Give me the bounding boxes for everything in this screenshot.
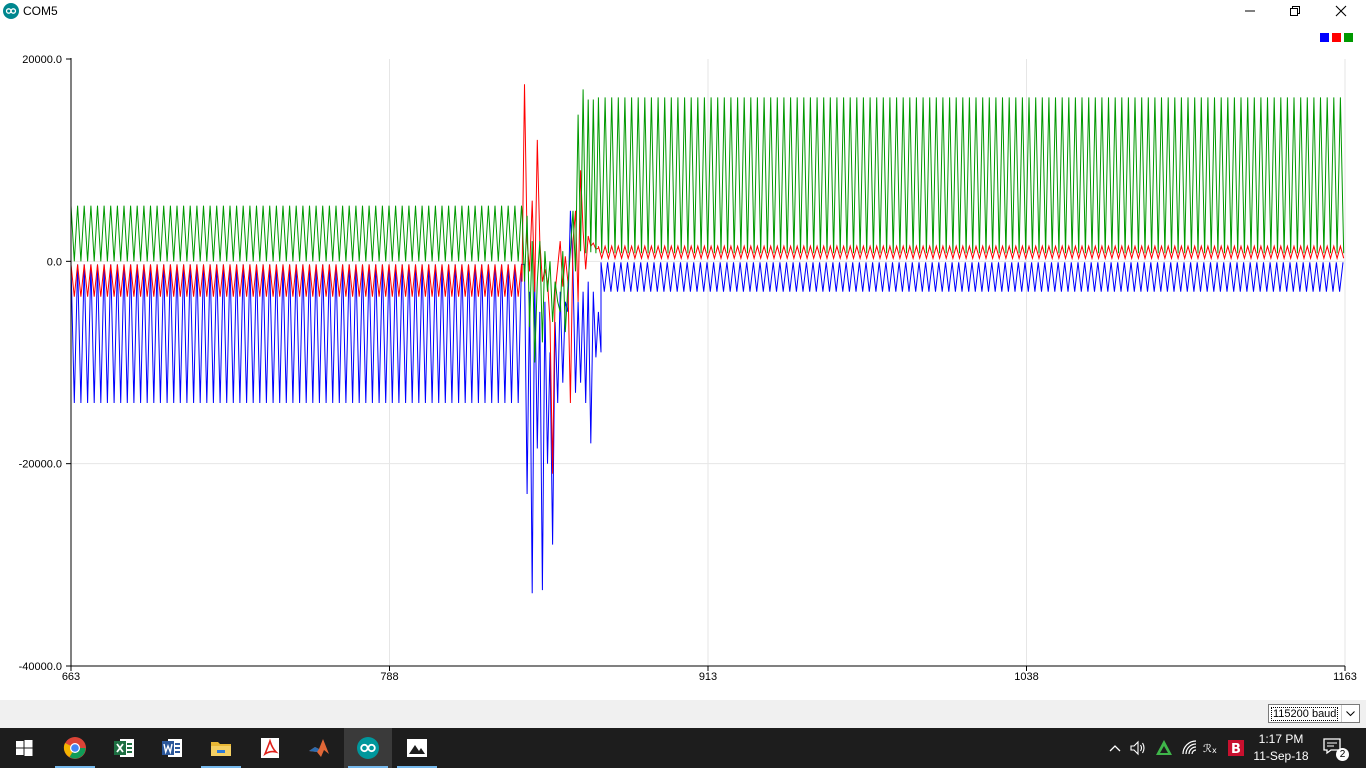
y-tick-label: 20000.0 [22,54,62,66]
series-line [70,89,1345,363]
taskbar-app-word[interactable] [148,728,196,768]
arduino-icon [357,737,379,759]
excel-icon [114,739,134,757]
chevron-down-icon [1341,705,1359,722]
x-tick-label: 788 [380,671,398,683]
close-button[interactable] [1318,0,1364,22]
volume-icon[interactable] [1129,738,1147,758]
clock-date: 11-Sep-18 [1253,749,1309,763]
taskbar-app-matlab[interactable] [295,728,343,768]
legend-swatch-blue [1320,33,1329,42]
baud-rate-select[interactable]: 115200 baud [1268,704,1360,723]
y-tick-label: -20000.0 [19,459,62,471]
legend-swatch-red [1332,33,1341,42]
start-button[interactable] [0,728,48,768]
minimize-button[interactable] [1227,0,1273,22]
x-tick-label: 663 [62,671,80,683]
matlab-icon [309,739,329,757]
notification-center-button[interactable]: 2 [1322,736,1349,761]
svg-text:x: x [1212,746,1217,755]
x-tick-label: 1038 [1014,671,1038,683]
taskbar-app-file-explorer[interactable] [197,728,245,768]
taskbar-app-chrome[interactable] [51,728,99,768]
clock-time: 1:17 PM [1258,732,1304,746]
nvidia-icon[interactable] [1155,738,1173,758]
running-indicator [397,766,437,768]
baud-rate-value: 115200 baud [1271,707,1339,721]
taskbar-app-photos[interactable] [393,728,441,768]
window-title: COM5 [23,4,58,18]
bitdefender-icon[interactable]: B [1227,738,1245,758]
restore-icon [1290,6,1300,16]
title-bar: COM5 [0,0,1366,22]
y-tick-label: 0.0 [47,256,62,268]
legend-swatch-green [1344,33,1353,42]
photos-icon [407,739,427,757]
series-line [70,210,1344,594]
svg-text:B: B [1231,742,1241,757]
word-icon [162,739,182,757]
system-clock[interactable]: 1:17 PM 11-Sep-18 [1250,731,1312,765]
x-tick-label: 913 [699,671,717,683]
taskbar-app-arduino[interactable] [344,728,392,768]
acrobat-icon [261,738,279,758]
minimize-icon [1245,10,1255,12]
running-indicator [348,766,388,768]
y-tick-label: -40000.0 [19,661,62,673]
wifi-icon[interactable] [1180,738,1198,758]
chrome-icon [63,737,86,759]
x-tick-label: 1163 [1333,671,1357,683]
close-icon [1335,5,1347,17]
taskbar-app-excel[interactable] [100,728,148,768]
chevron-up-icon[interactable] [1108,738,1122,758]
notification-count: 2 [1336,748,1349,761]
running-indicator [55,766,95,768]
svg-text:ℛ: ℛ [1203,742,1212,755]
plotter-footer: 115200 baud [0,700,1366,728]
windows-start-icon [16,740,33,756]
restore-button[interactable] [1272,0,1318,22]
serial-plot: 663 788 913 1038 1163 20000.0 0.0 -20000.0 -4000… [19,54,1357,683]
file-explorer-icon [211,742,231,756]
arduino-icon [3,3,19,19]
notification-icon [1323,738,1341,755]
taskbar-app-acrobat[interactable] [246,728,294,768]
series-line [70,84,1345,474]
running-indicator [201,766,241,768]
